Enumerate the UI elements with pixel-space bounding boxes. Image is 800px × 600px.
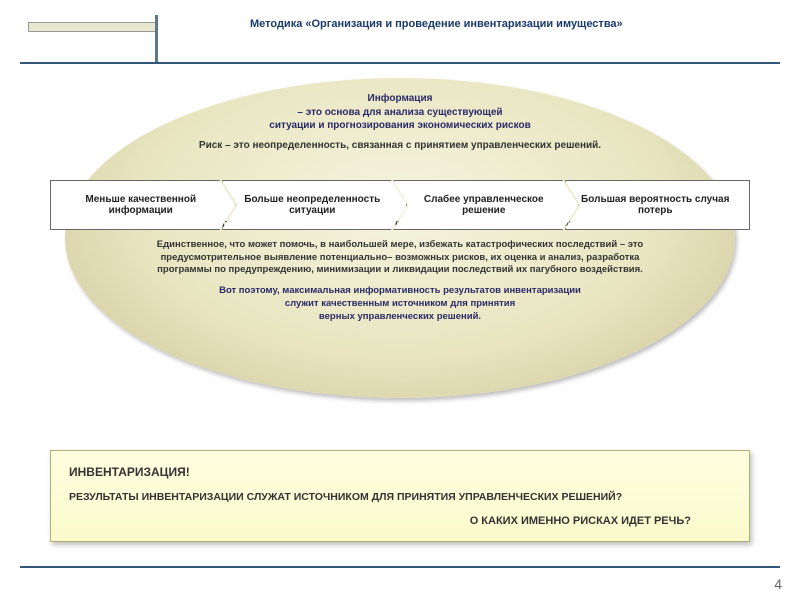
ellipse-text: служит качественным источником для приня…: [125, 298, 675, 311]
ellipse-text: верных управленческих решений.: [125, 311, 675, 324]
arrow-label: Меньше качественной информации: [61, 194, 221, 216]
ellipse-text: Единственное, что может помочь, в наибол…: [125, 239, 675, 277]
arrow-step: Меньше качественной информации: [50, 180, 236, 230]
callout-text: О КАКИХ ИМЕННО РИСКАХ ИДЕТ РЕЧЬ?: [69, 515, 731, 527]
arrow-step: Большая вероятность случая потерь: [565, 180, 751, 230]
page-number: 4: [774, 576, 782, 592]
page-title: Методика «Организация и проведение инвен…: [250, 18, 623, 30]
divider-top: [20, 62, 780, 64]
ellipse-text: Риск – это неопределенность, связанная с…: [125, 139, 675, 153]
header-vertical-stub: [155, 15, 158, 63]
callout-heading: ИНВЕНТАРИЗАЦИЯ!: [69, 465, 731, 479]
ellipse-text: Вот поэтому, максимальная информативност…: [125, 285, 675, 298]
divider-bottom: [20, 566, 780, 568]
arrow-step: Слабее управленческое решение: [393, 180, 579, 230]
header-color-bar: [28, 22, 158, 32]
callout-text: РЕЗУЛЬТАТЫ ИНВЕНТАРИЗАЦИИ СЛУЖАТ ИСТОЧНИ…: [69, 491, 731, 503]
ellipse-heading: Информация: [125, 92, 675, 106]
arrow-label: Больше неопределенность ситуации: [233, 194, 393, 216]
info-ellipse: Информация – это основа для анализа суще…: [65, 78, 735, 398]
ellipse-text: – это основа для анализа существующей: [125, 106, 675, 120]
arrow-step: Больше неопределенность ситуации: [222, 180, 408, 230]
arrow-label: Слабее управленческое решение: [404, 194, 564, 216]
arrow-flow: Меньше качественной информации Больше не…: [50, 180, 750, 236]
callout-box: ИНВЕНТАРИЗАЦИЯ! РЕЗУЛЬТАТЫ ИНВЕНТАРИЗАЦИ…: [50, 450, 750, 542]
arrow-label: Большая вероятность случая потерь: [576, 194, 736, 216]
ellipse-text: ситуации и прогнозирования экономических…: [125, 119, 675, 133]
